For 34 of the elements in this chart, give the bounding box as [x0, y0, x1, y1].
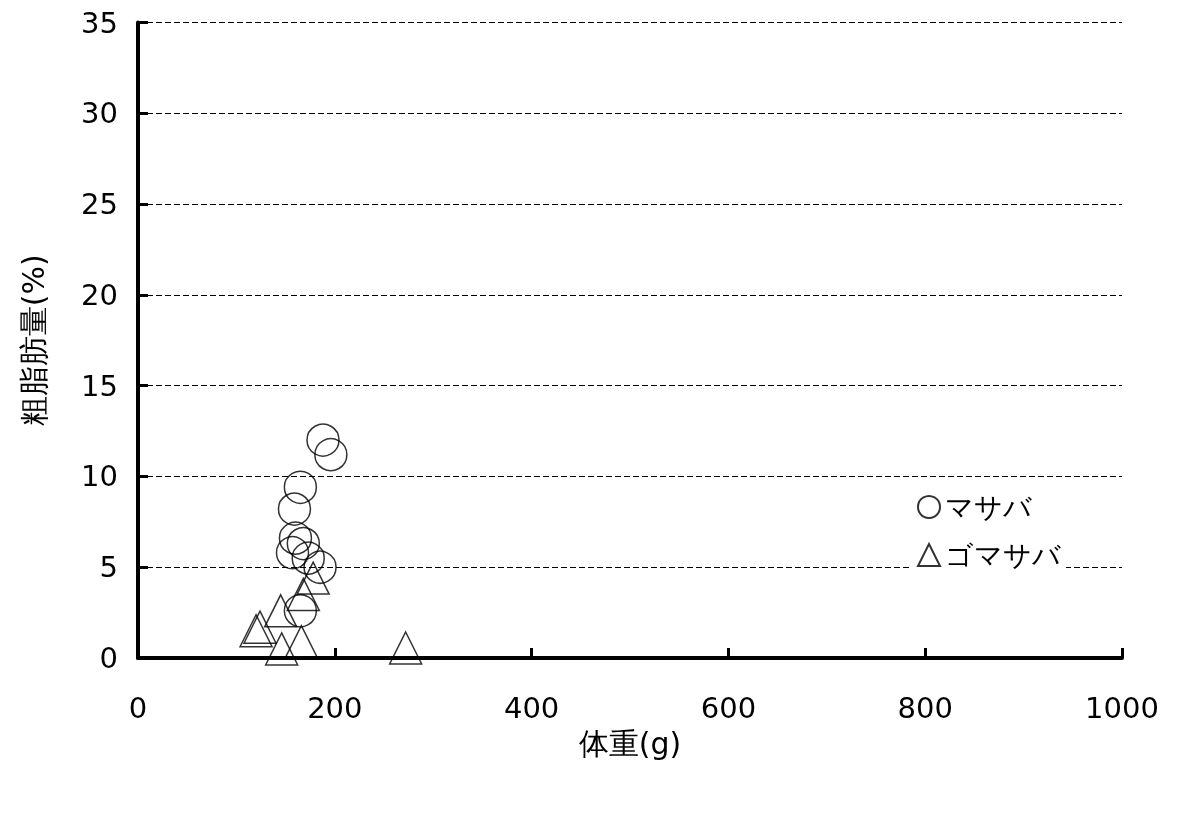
legend-label: マサバ	[945, 490, 1032, 524]
y-tick-label: 35	[81, 5, 118, 40]
point	[283, 594, 318, 628]
point	[278, 521, 313, 555]
point	[277, 492, 312, 526]
y-axis-title: 粗脂肪量(%)	[15, 254, 51, 427]
point	[296, 561, 330, 595]
y-tick-label: 0	[99, 641, 118, 675]
point	[283, 470, 318, 505]
x-tick-label: 200	[307, 690, 363, 725]
x-tick-label: 1000	[1085, 690, 1159, 725]
point	[388, 631, 423, 665]
point	[306, 423, 340, 457]
point	[286, 577, 321, 612]
x-tick-label: 800	[897, 690, 953, 725]
y-tick-label: 20	[81, 277, 118, 312]
y-tick-label: 25	[81, 187, 118, 222]
y-tick-label: 15	[81, 368, 118, 403]
x-tick-label: 600	[700, 690, 757, 725]
point	[264, 632, 299, 666]
x-tick-label: 0	[128, 690, 148, 725]
point	[303, 550, 337, 584]
y-tick-label: 30	[81, 96, 118, 131]
legend-label: ゴマサバ	[945, 538, 1061, 572]
point	[314, 437, 348, 472]
point	[291, 541, 325, 575]
x-axis-title: 体重(g)	[578, 725, 682, 761]
point	[263, 594, 298, 628]
y-tick-label: 5	[99, 550, 118, 585]
y-tick-label: 10	[81, 459, 118, 494]
x-tick-label: 400	[503, 690, 560, 725]
point	[286, 526, 321, 561]
point	[275, 535, 310, 570]
point	[284, 624, 319, 659]
